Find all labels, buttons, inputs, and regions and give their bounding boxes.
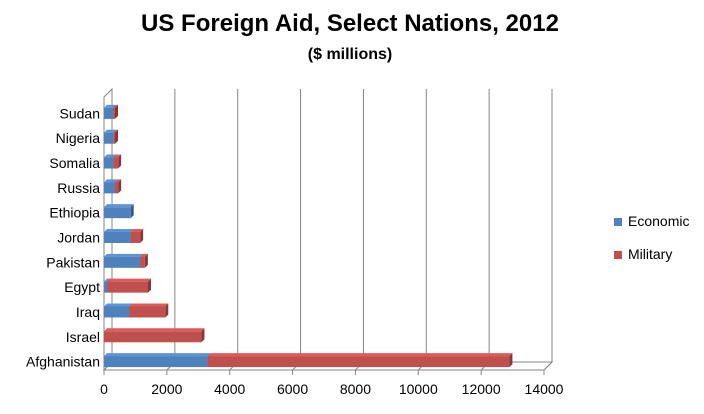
- bar-top-military: [130, 229, 144, 232]
- bar-top-military: [113, 154, 122, 158]
- bar-top-military: [115, 179, 122, 183]
- bar-military: [207, 356, 510, 368]
- bar-top-economic: [104, 278, 111, 282]
- bar-military: [130, 232, 141, 243]
- x-tick-label: 12000: [462, 381, 501, 397]
- bar-top-military: [140, 253, 148, 257]
- x-tick-label: 4000: [214, 381, 245, 397]
- legend-swatch-military: [614, 251, 622, 259]
- bar-top-military: [107, 278, 151, 282]
- bar-top-military: [104, 328, 205, 332]
- bar-top-economic: [104, 253, 144, 257]
- bar-end-military: [144, 253, 148, 268]
- bar-end-military: [201, 328, 205, 343]
- bar-top-economic: [104, 129, 117, 133]
- category-label: Russia: [57, 180, 100, 196]
- category-label: Somalia: [49, 155, 100, 171]
- bar-end-military: [509, 353, 513, 368]
- x-tick-label: 0: [100, 381, 108, 397]
- bar-military: [107, 281, 148, 293]
- bar-top-economic: [104, 154, 117, 158]
- category-label: Afghanistan: [26, 354, 100, 370]
- bar-end-military: [148, 278, 151, 293]
- bar-military: [104, 331, 202, 343]
- bar-end-military: [115, 129, 118, 144]
- x-tick-label: 10000: [399, 381, 438, 397]
- category-label: Ethiopia: [49, 205, 100, 221]
- bar-economic: [104, 132, 114, 144]
- x-tick-label: 8000: [340, 381, 371, 397]
- bar-economic: [104, 157, 114, 169]
- category-label: Pakistan: [46, 254, 100, 270]
- chart-title: US Foreign Aid, Select Nations, 2012: [141, 10, 559, 37]
- bar-end-military: [118, 154, 122, 169]
- category-label: Iraq: [76, 304, 100, 320]
- category-label: Egypt: [64, 279, 100, 295]
- chart-subtitle: ($ millions): [308, 46, 392, 63]
- back-wall: [112, 89, 552, 362]
- bar-top-economic: [104, 353, 211, 357]
- bar-military: [140, 256, 145, 268]
- bar-top-economic: [104, 204, 134, 208]
- bar-end-military: [115, 104, 118, 119]
- bar-top-economic: [104, 179, 118, 183]
- legend-swatch-economic: [614, 218, 622, 226]
- bar-economic: [104, 107, 114, 119]
- bar-end-economic: [130, 204, 134, 219]
- bar-military: [113, 132, 115, 144]
- bar-top-military: [129, 303, 169, 307]
- x-tick-label: 14000: [525, 381, 564, 397]
- bar-economic: [104, 182, 115, 194]
- legend-label-military: Military: [628, 246, 672, 262]
- bar-end-military: [165, 303, 169, 318]
- bar-economic: [104, 207, 131, 219]
- bar-military: [129, 306, 166, 318]
- bar-top-economic: [104, 303, 133, 307]
- bar-economic: [104, 356, 208, 368]
- bar-end-military: [140, 229, 144, 243]
- x-tick-label: 2000: [151, 381, 182, 397]
- category-label: Sudan: [60, 105, 100, 121]
- legend-label-economic: Economic: [628, 213, 689, 229]
- bar-top-military: [207, 353, 513, 357]
- bar-economic: [104, 281, 108, 293]
- bar-economic: [104, 256, 141, 268]
- x-tick-label: 6000: [277, 381, 308, 397]
- bar-top-economic: [104, 104, 117, 108]
- bar-military: [113, 107, 115, 119]
- bar-top-economic: [104, 229, 134, 232]
- bar-economic: [104, 232, 131, 243]
- category-label: Nigeria: [56, 130, 101, 146]
- bar-military: [113, 157, 119, 169]
- bar-top-military: [113, 104, 118, 108]
- category-label: Jordan: [57, 230, 100, 246]
- bar-end-military: [118, 179, 122, 194]
- bar-economic: [104, 306, 130, 318]
- category-label: Israel: [66, 329, 100, 345]
- bar-top-military: [113, 129, 118, 133]
- bar-military: [115, 182, 119, 194]
- plot-area: Afghanistan Israel Iraq Egypt Pakistan Jordan…: [26, 87, 564, 397]
- legend: Economic Military: [614, 213, 689, 262]
